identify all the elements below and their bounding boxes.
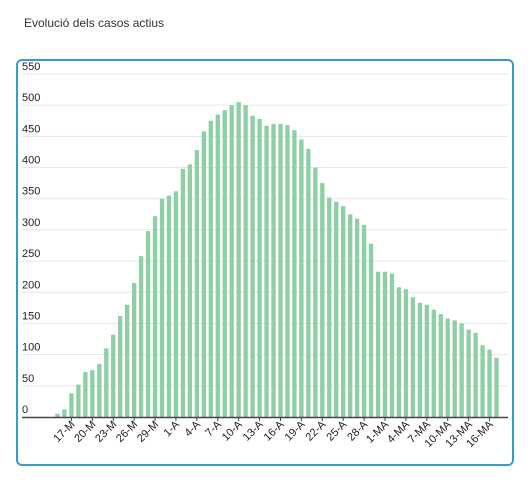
bar: [83, 372, 88, 417]
bar: [480, 345, 485, 417]
bar: [452, 320, 457, 417]
bar: [118, 315, 123, 417]
x-tick-label: 10-A: [220, 418, 245, 443]
bar: [257, 118, 262, 418]
bar: [354, 218, 360, 417]
y-tick-label: 200: [22, 279, 40, 291]
y-tick-label: 250: [22, 248, 40, 260]
bar: [327, 197, 332, 417]
bar: [90, 370, 95, 417]
bar: [320, 183, 325, 417]
bar: [166, 195, 172, 417]
x-tick-label: 17-M: [51, 419, 77, 445]
bar: [69, 393, 74, 417]
y-tick-label: 400: [22, 155, 40, 167]
bar: [299, 139, 304, 417]
y-tick-label: 0: [22, 404, 28, 416]
bar: [173, 191, 179, 417]
bar: [341, 206, 346, 417]
bar: [215, 114, 220, 417]
bar: [438, 314, 443, 417]
bar: [459, 323, 464, 417]
y-tick-label: 150: [22, 310, 40, 322]
bar: [466, 329, 471, 417]
x-tick-label: 29-M: [135, 419, 161, 445]
bar: [264, 125, 269, 417]
bar: [348, 214, 353, 417]
bar: [229, 105, 234, 418]
x-tick-label: 19-A: [283, 418, 308, 443]
bar: [334, 201, 339, 417]
bar: [104, 348, 109, 417]
chart-title: Evolució dels casos actius: [24, 16, 165, 30]
bar: [410, 297, 416, 417]
bar: [236, 102, 241, 417]
bar: [187, 164, 193, 417]
bar: [292, 130, 297, 417]
y-tick-label: 450: [22, 123, 40, 135]
y-axis-ticks: 0 50 100 150 200 250 300 350 400 450 500 550: [22, 61, 40, 416]
bar: [243, 105, 248, 418]
x-tick-label: 1-A: [161, 418, 182, 439]
x-tick-label: 22-A: [303, 418, 328, 443]
bar: [389, 273, 395, 417]
bar: [382, 271, 388, 417]
bar: [145, 231, 151, 417]
bar: [473, 332, 478, 417]
bar: [361, 224, 367, 417]
bar: [201, 131, 206, 417]
bar-chart: 0 50 100 150 200 250 300 350 400 450 500 550 17-M20…: [22, 61, 508, 450]
bars: [55, 102, 499, 418]
x-tick-label: 26-M: [114, 419, 140, 445]
y-tick-label: 100: [22, 342, 40, 354]
x-tick-label: 25-A: [324, 418, 349, 443]
x-axis-ticks: 17-M20-M23-M26-M29-M 1-A 4-A 7-A10-A13-A16-…: [51, 417, 496, 450]
bar: [271, 123, 276, 417]
x-tick-label: 4-A: [182, 418, 203, 439]
bar: [306, 148, 311, 417]
bar: [125, 304, 130, 417]
bar: [403, 289, 409, 417]
bar: [375, 271, 381, 417]
bar: [76, 384, 81, 417]
x-tick-label: 13-A: [241, 418, 266, 443]
x-tick-label: 1-MA: [364, 418, 392, 446]
x-tick-label: 23-M: [93, 419, 119, 445]
bar: [131, 282, 137, 417]
y-tick-label: 350: [22, 186, 40, 198]
bar: [313, 167, 318, 417]
bar: [62, 409, 67, 417]
bar: [55, 413, 60, 417]
y-tick-label: 550: [22, 61, 40, 73]
bar: [208, 120, 213, 417]
y-tick-label: 500: [22, 92, 40, 104]
bar: [285, 125, 290, 417]
x-tick-label: 4-MA: [385, 418, 413, 446]
bar: [431, 309, 436, 417]
y-tick-label: 300: [22, 217, 40, 229]
bar: [194, 150, 200, 417]
x-tick-label: 20-M: [72, 419, 98, 445]
bar: [424, 304, 429, 417]
bar: [138, 256, 144, 417]
bar: [278, 123, 283, 417]
bar: [250, 115, 255, 417]
bar: [180, 168, 186, 417]
bar: [396, 287, 402, 417]
bar: [159, 198, 165, 417]
bar: [368, 243, 374, 417]
bar: [494, 357, 499, 417]
x-tick-label: 16-A: [262, 418, 287, 443]
bar: [417, 302, 423, 417]
bar: [152, 216, 158, 417]
y-tick-label: 50: [22, 373, 34, 385]
bar: [97, 363, 102, 417]
bar: [445, 318, 450, 417]
bar: [487, 349, 492, 417]
bar: [222, 110, 227, 418]
bar: [111, 334, 116, 417]
chart-frame: 0 50 100 150 200 250 300 350 400 450 500 550 17-M 20…: [16, 59, 514, 466]
